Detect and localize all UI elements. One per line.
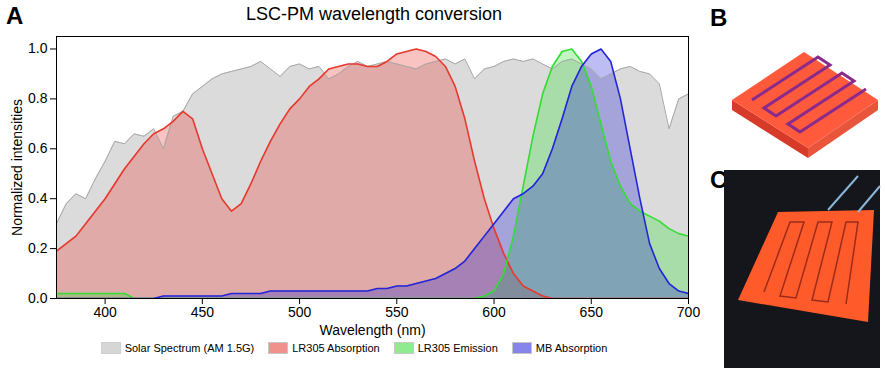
svg-text:Normalized intensities: Normalized intensities xyxy=(9,99,25,236)
svg-text:700: 700 xyxy=(677,304,701,320)
svg-text:1.0: 1.0 xyxy=(28,40,48,56)
html-text:Solar Spectrum (AM 1.5G): Solar Spectrum (AM 1.5G) xyxy=(124,342,255,354)
svg-text:400: 400 xyxy=(93,304,117,320)
svg-text:B: B xyxy=(710,4,727,31)
svg-text:550: 550 xyxy=(385,304,409,320)
svg-text:650: 650 xyxy=(580,304,604,320)
svg-text:450: 450 xyxy=(191,304,215,320)
html-text:MB Absorption: MB Absorption xyxy=(535,342,608,354)
svg-text:Wavelength (nm): Wavelength (nm) xyxy=(319,322,425,338)
svg-text:0.8: 0.8 xyxy=(28,90,48,106)
svg-text:0.4: 0.4 xyxy=(28,190,48,206)
html-text:LSC-PM wavelength conversion: LSC-PM wavelength conversion xyxy=(245,4,503,24)
html-text:LR305 Emission: LR305 Emission xyxy=(417,342,498,354)
svg-text:600: 600 xyxy=(482,304,506,320)
svg-text:0.2: 0.2 xyxy=(28,240,48,256)
html-text:LR305 Absorption: LR305 Absorption xyxy=(292,342,380,354)
svg-text:0.0: 0.0 xyxy=(28,290,48,306)
svg-text:0.6: 0.6 xyxy=(28,140,48,156)
svg-text:500: 500 xyxy=(288,304,312,320)
html-text:A: A xyxy=(6,2,24,29)
svg-text:C: C xyxy=(710,166,728,193)
